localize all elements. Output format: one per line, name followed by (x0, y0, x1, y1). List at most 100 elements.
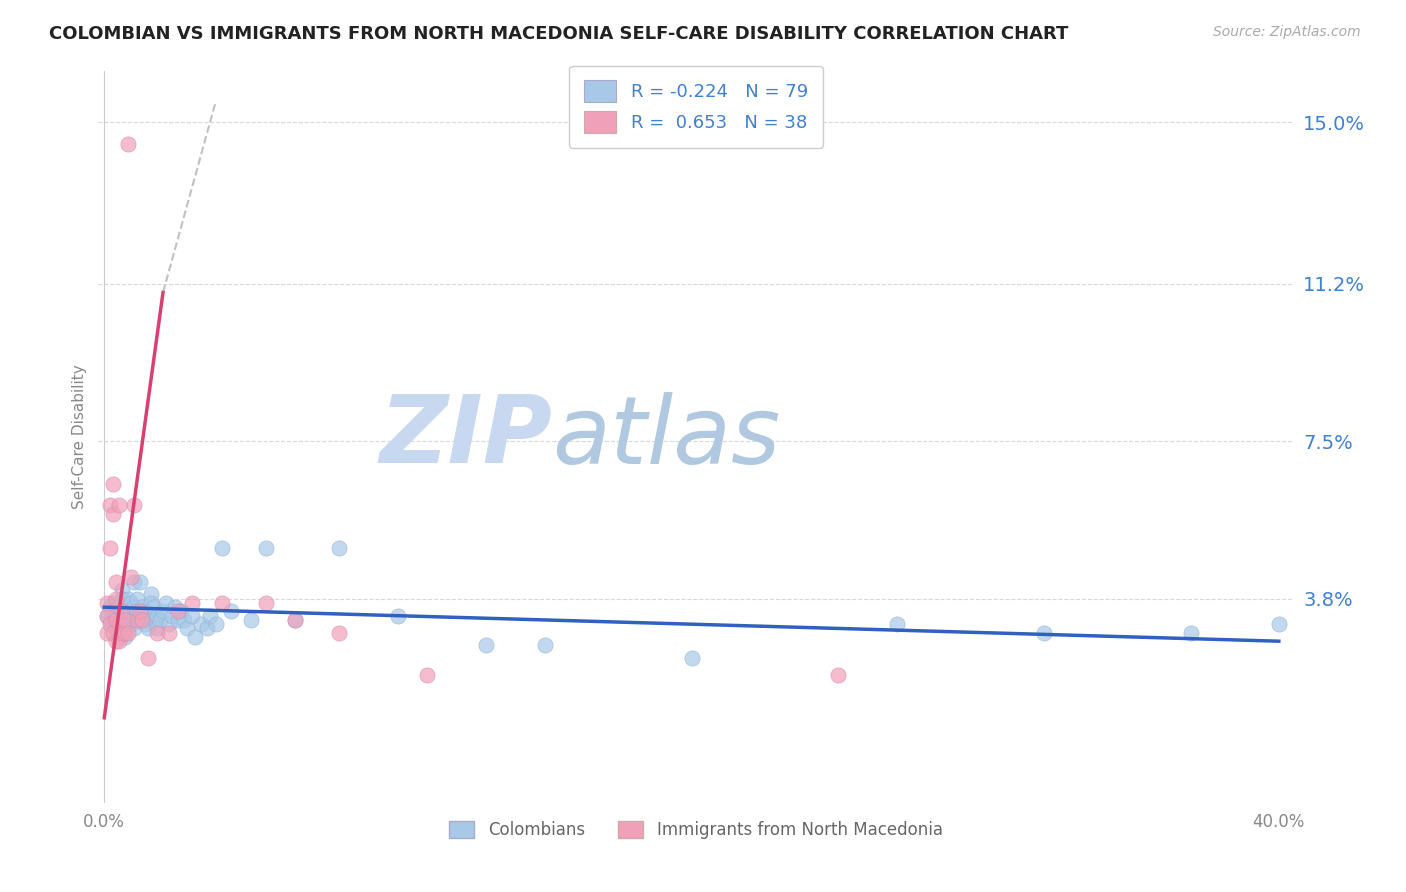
Point (117, 136, 139, 151)
Point (827, 668, 849, 682)
Point (122, 608, 145, 623)
Point (98, 600, 121, 615)
Point (96, 596, 118, 610)
Point (131, 613, 153, 627)
Point (173, 613, 195, 627)
Point (143, 613, 166, 627)
Point (141, 587, 163, 601)
Point (1268, 617, 1291, 632)
Point (108, 617, 131, 632)
Point (98, 617, 121, 632)
Point (101, 617, 124, 632)
Point (886, 617, 908, 632)
Point (108, 634, 131, 648)
Point (120, 617, 142, 632)
Point (131, 600, 153, 615)
Point (160, 608, 183, 623)
Point (284, 613, 307, 627)
Point (108, 604, 131, 618)
Point (138, 651, 160, 665)
Point (120, 570, 142, 584)
Point (105, 574, 128, 589)
Point (128, 604, 150, 618)
Text: COLOMBIAN VS IMMIGRANTS FROM NORTH MACEDONIA SELF-CARE DISABILITY CORRELATION CH: COLOMBIAN VS IMMIGRANTS FROM NORTH MACED… (49, 25, 1069, 43)
Point (111, 625, 134, 640)
Point (98, 498, 121, 512)
Point (96, 625, 118, 640)
Point (108, 613, 131, 627)
Point (101, 507, 124, 521)
Point (1032, 625, 1054, 640)
Point (122, 622, 145, 636)
Point (134, 604, 156, 618)
Point (211, 541, 233, 555)
Point (114, 613, 136, 627)
Point (169, 604, 191, 618)
Point (184, 630, 207, 644)
Point (254, 541, 277, 555)
Point (190, 617, 212, 632)
Point (108, 498, 131, 512)
Point (122, 498, 145, 512)
Point (284, 613, 307, 627)
Point (141, 596, 163, 610)
Point (111, 604, 134, 618)
Point (105, 622, 128, 636)
Point (205, 617, 228, 632)
Point (146, 625, 169, 640)
Point (128, 574, 150, 589)
Point (105, 613, 128, 627)
Point (120, 608, 142, 623)
Point (101, 596, 124, 610)
Point (114, 622, 136, 636)
Point (114, 630, 136, 644)
Point (138, 622, 160, 636)
Point (96, 608, 118, 623)
Point (211, 596, 233, 610)
Point (108, 630, 131, 644)
Point (101, 604, 124, 618)
Point (166, 604, 188, 618)
Point (125, 591, 148, 606)
Point (101, 625, 124, 640)
Point (105, 600, 128, 615)
Point (111, 583, 134, 598)
Point (146, 622, 169, 636)
Point (176, 622, 198, 636)
Point (98, 541, 121, 555)
Point (149, 613, 172, 627)
Point (117, 591, 139, 606)
Point (122, 574, 145, 589)
Point (181, 596, 204, 610)
Point (195, 622, 218, 636)
Point (254, 596, 277, 610)
Point (101, 476, 124, 491)
Point (157, 617, 180, 632)
Legend: Colombians, Immigrants from North Macedonia: Colombians, Immigrants from North Macedo… (443, 814, 949, 846)
Point (108, 622, 131, 636)
Point (105, 591, 128, 606)
Point (138, 613, 160, 627)
Point (416, 668, 439, 682)
Point (181, 608, 204, 623)
Point (533, 639, 555, 653)
Point (131, 613, 153, 627)
Point (198, 608, 221, 623)
Point (166, 613, 188, 627)
Point (134, 617, 156, 632)
Point (387, 608, 409, 623)
Point (117, 613, 139, 627)
Point (328, 541, 350, 555)
Point (111, 617, 134, 632)
Text: atlas: atlas (553, 392, 780, 483)
Point (122, 600, 145, 615)
Point (111, 604, 134, 618)
Point (146, 608, 169, 623)
Point (328, 625, 350, 640)
Point (128, 613, 150, 627)
Point (105, 613, 128, 627)
Point (125, 613, 148, 627)
Point (240, 613, 263, 627)
Point (143, 600, 166, 615)
Point (117, 625, 139, 640)
